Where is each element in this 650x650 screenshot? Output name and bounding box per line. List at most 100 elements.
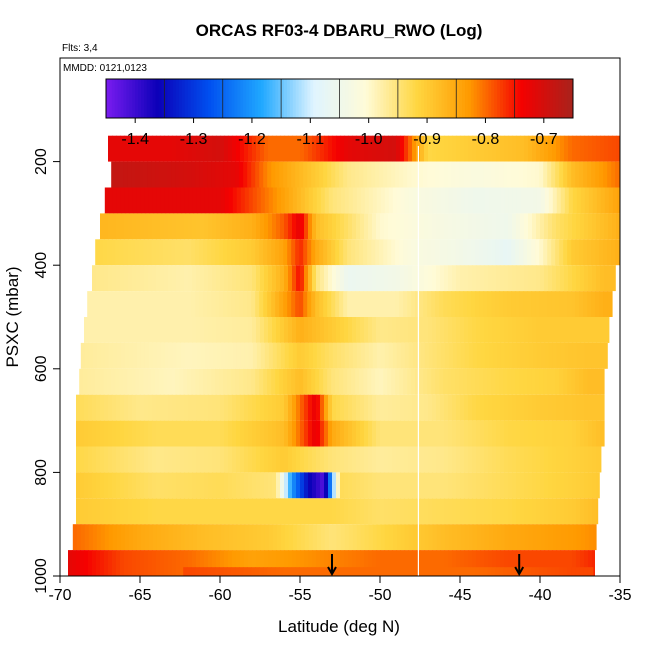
colorbar-segment	[394, 79, 399, 118]
heatmap-cell	[400, 317, 405, 343]
heatmap-cell	[168, 317, 173, 343]
heatmap-cell	[332, 550, 337, 576]
heatmap-cell	[448, 394, 453, 421]
heatmap-cell	[568, 187, 574, 214]
heatmap-cell	[144, 550, 149, 576]
heatmap-cell	[336, 187, 342, 214]
colorbar-segment	[473, 79, 478, 118]
heatmap-cell	[447, 291, 452, 317]
heatmap-cell	[120, 135, 125, 162]
colorbar-segment	[447, 79, 451, 118]
heatmap-cell	[436, 446, 441, 473]
heatmap-cell	[316, 187, 322, 214]
colorbar-segment	[219, 79, 224, 118]
heatmap-cell	[284, 446, 289, 473]
heatmap-cell	[215, 291, 220, 317]
heatmap-cell	[504, 187, 510, 214]
heatmap-cell	[275, 567, 280, 576]
heatmap-cell	[555, 368, 560, 395]
colorbar-segment	[266, 79, 270, 118]
heatmap-cell	[92, 265, 97, 292]
heatmap-cell	[508, 213, 513, 240]
heatmap-cell	[116, 187, 122, 214]
heatmap-cell	[396, 472, 401, 499]
heatmap-cell	[388, 135, 393, 162]
heatmap-cell	[211, 567, 216, 576]
heatmap-cell	[460, 420, 465, 447]
heatmap-cell	[372, 135, 377, 162]
heatmap-cell	[372, 472, 377, 499]
colorbar-segment	[555, 79, 559, 118]
heatmap-cell	[112, 524, 118, 551]
heatmap-cell	[132, 317, 137, 343]
heatmap-cell	[188, 446, 193, 473]
heatmap-cell	[324, 498, 329, 525]
heatmap-cell	[232, 446, 237, 473]
heatmap-cell	[128, 135, 133, 162]
heatmap-cell	[580, 394, 585, 421]
heatmap-cell	[331, 291, 336, 317]
heatmap-cell	[284, 472, 289, 499]
heatmap-cell	[176, 550, 181, 576]
heatmap-cell	[91, 368, 96, 395]
heatmap-cell	[268, 213, 273, 240]
heatmap-cell	[100, 498, 105, 525]
heatmap-cell	[384, 498, 389, 525]
heatmap-cell	[208, 342, 214, 369]
heatmap-cell	[304, 135, 309, 162]
colorbar-segment	[526, 79, 530, 118]
heatmap-cell	[148, 498, 153, 525]
heatmap-cell	[564, 498, 569, 525]
heatmap-cell	[303, 368, 308, 395]
heatmap-cell	[104, 420, 109, 447]
heatmap-cell	[364, 135, 369, 162]
heatmap-cell	[144, 420, 149, 447]
colorbar-segment	[143, 79, 148, 118]
heatmap-cell	[316, 446, 321, 473]
heatmap-cell	[172, 394, 177, 421]
heatmap-cell	[492, 394, 497, 421]
heatmap-cell	[540, 550, 545, 576]
heatmap-cell	[224, 524, 230, 551]
heatmap-cell	[308, 135, 313, 162]
heatmap-cell	[591, 291, 596, 317]
heatmap-cell	[352, 342, 358, 369]
heatmap-cell	[560, 187, 566, 214]
heatmap-cell	[140, 472, 145, 499]
heatmap-cell	[564, 135, 569, 162]
heatmap-cell	[383, 567, 388, 576]
heatmap-cell	[291, 239, 296, 266]
heatmap-cell	[503, 161, 508, 188]
heatmap-cell	[156, 472, 161, 499]
heatmap-cell	[588, 317, 593, 343]
heatmap-cell	[504, 342, 510, 369]
colorbar-segment	[123, 79, 127, 118]
heatmap-cell	[279, 239, 284, 266]
colorbar-segment	[237, 79, 241, 118]
heatmap-band	[76, 394, 605, 421]
heatmap-cell	[424, 187, 430, 214]
colorbar-segment	[161, 79, 165, 118]
heatmap-cell	[80, 498, 85, 525]
heatmap-cell	[195, 161, 200, 188]
heatmap-cell	[336, 498, 341, 525]
heatmap-cell	[520, 187, 526, 214]
heatmap-cell	[432, 265, 437, 292]
heatmap-cell	[444, 420, 449, 447]
heatmap-cell	[104, 213, 109, 240]
heatmap-cell	[391, 567, 396, 576]
heatmap-cell	[476, 394, 481, 421]
heatmap-cell	[532, 472, 537, 499]
colorbar-segment	[508, 79, 513, 118]
heatmap-cell	[324, 135, 329, 162]
heatmap-cell	[528, 550, 533, 576]
heatmap-cell	[540, 394, 545, 421]
heatmap-cell	[396, 342, 402, 369]
heatmap-cell	[376, 498, 381, 525]
heatmap-cell	[563, 567, 568, 576]
heatmap-cell	[579, 291, 584, 317]
heatmap-cell	[220, 420, 225, 447]
heatmap-cell	[144, 265, 149, 292]
heatmap-cell	[396, 524, 402, 551]
heatmap-cell	[524, 498, 529, 525]
